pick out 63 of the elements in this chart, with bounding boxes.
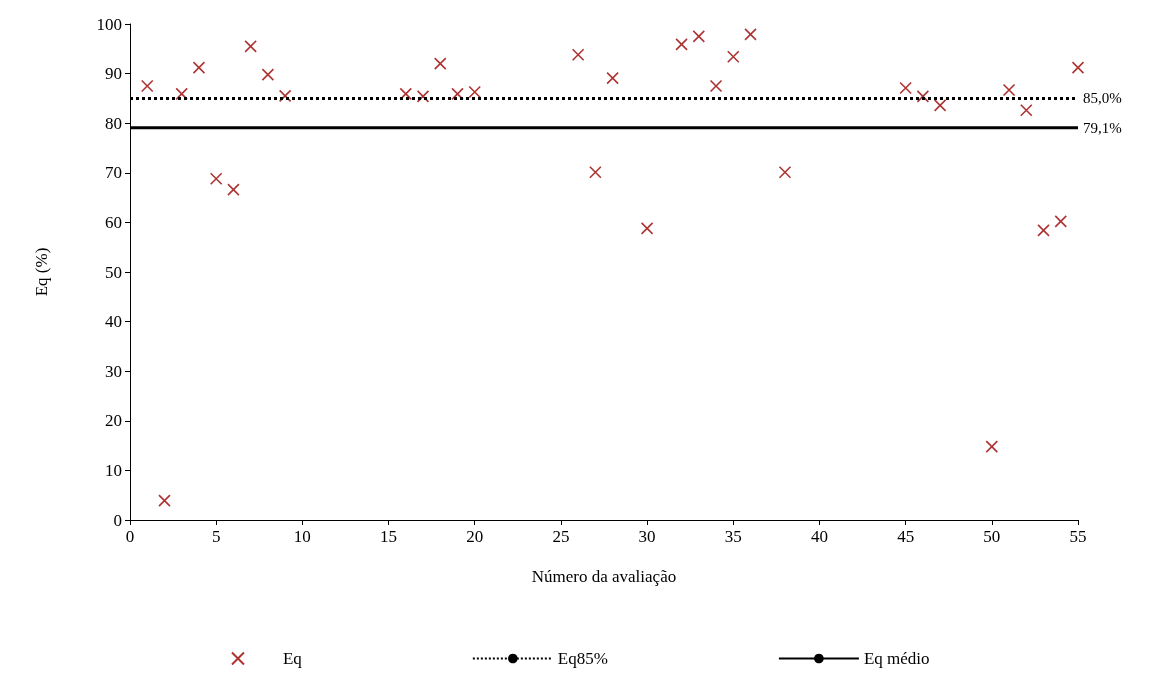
point bbox=[916, 90, 930, 103]
point bbox=[1071, 61, 1085, 74]
point bbox=[468, 85, 482, 99]
point bbox=[933, 99, 947, 112]
point bbox=[571, 48, 585, 62]
point bbox=[244, 40, 257, 53]
x-tick-label: 40 bbox=[810, 527, 828, 546]
point bbox=[692, 30, 706, 43]
point bbox=[606, 71, 619, 85]
point bbox=[744, 28, 757, 41]
legend-label: Eq médio bbox=[863, 649, 930, 668]
y-tick-label: 30 bbox=[105, 361, 122, 381]
point bbox=[278, 89, 292, 103]
point bbox=[1002, 83, 1016, 97]
x-tick-label: 50 bbox=[983, 527, 1001, 546]
point bbox=[1054, 215, 1068, 228]
point bbox=[709, 79, 723, 93]
point bbox=[451, 87, 464, 101]
x-tick-label: 10 bbox=[293, 527, 311, 546]
point bbox=[640, 222, 654, 235]
point bbox=[175, 87, 189, 101]
point bbox=[140, 79, 154, 93]
point bbox=[899, 81, 912, 95]
x-tick-label: 45 bbox=[897, 527, 915, 546]
y-tick-label: 60 bbox=[105, 212, 122, 232]
point bbox=[589, 166, 602, 179]
legend-label: Eq bbox=[282, 649, 303, 668]
point bbox=[209, 172, 223, 186]
y-tick-label: 50 bbox=[105, 262, 122, 282]
x-tick-label: 15 bbox=[380, 527, 398, 546]
legend-label: Eq85% bbox=[557, 649, 608, 668]
x-tick-label: 55 bbox=[1069, 527, 1087, 546]
point bbox=[399, 87, 413, 101]
point bbox=[192, 61, 206, 74]
data-label: 79,1% bbox=[1083, 119, 1122, 136]
y-tick-label: 0 bbox=[113, 510, 122, 530]
x-tick-label: 25 bbox=[552, 527, 570, 546]
point bbox=[433, 57, 447, 70]
point bbox=[675, 38, 688, 51]
y-tick-label: 70 bbox=[105, 163, 122, 183]
point bbox=[1019, 104, 1033, 117]
x-tick-label: 0 bbox=[125, 527, 135, 546]
point bbox=[416, 90, 430, 103]
y-tick-label: 20 bbox=[105, 411, 122, 431]
y-tick-label: 90 bbox=[105, 64, 122, 84]
y-tick-label: 100 bbox=[96, 14, 122, 34]
x-axis-title: Número da avaliação bbox=[531, 567, 677, 586]
point bbox=[726, 50, 740, 64]
y-tick-label: 10 bbox=[105, 460, 122, 480]
point bbox=[158, 494, 171, 507]
point bbox=[227, 183, 240, 196]
x-tick-label: 20 bbox=[466, 527, 484, 546]
point bbox=[261, 68, 275, 81]
y-tick-label: 80 bbox=[105, 113, 122, 133]
x-tick-label: 35 bbox=[724, 527, 742, 546]
point bbox=[1037, 224, 1050, 237]
point bbox=[778, 166, 792, 179]
y-axis-title: Eq (%) bbox=[32, 247, 51, 297]
data-label: 85,0% bbox=[1083, 90, 1122, 107]
y-tick-label: 40 bbox=[105, 312, 122, 332]
x-tick-label: 5 bbox=[211, 527, 221, 546]
x-tick-label: 30 bbox=[638, 527, 656, 546]
point bbox=[985, 440, 999, 453]
